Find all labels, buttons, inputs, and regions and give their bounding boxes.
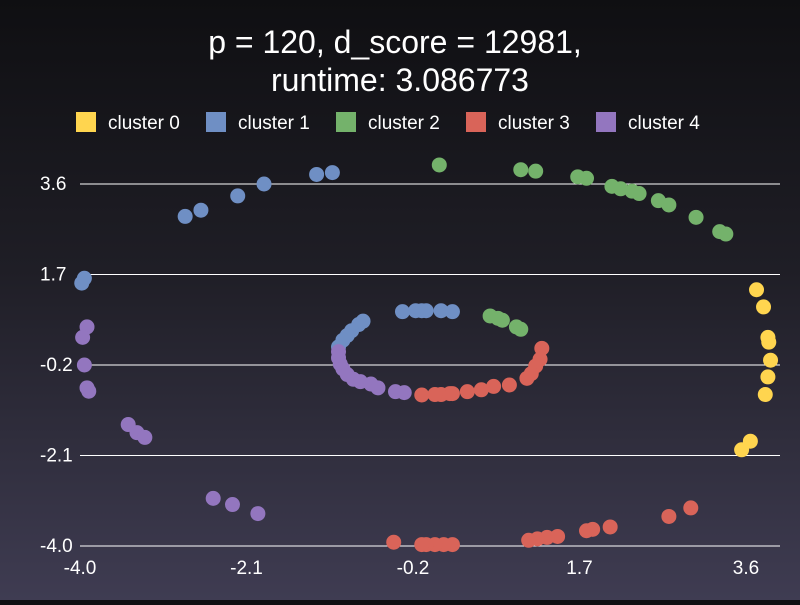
gridlines [80,183,780,547]
point-cluster-4 [205,490,221,506]
point-cluster-3 [521,532,537,548]
y-tick-label: -2.1 [40,446,73,467]
point-cluster-3 [386,534,402,550]
point-cluster-3 [473,382,489,398]
point-cluster-4 [250,506,266,522]
point-cluster-0 [761,334,777,350]
point-cluster-3 [661,508,677,524]
point-cluster-1 [324,165,340,181]
point-cluster-2 [613,181,629,197]
point-cluster-0 [763,352,779,368]
point-cluster-2 [513,162,529,178]
point-cluster-1 [309,166,325,182]
point-cluster-1 [394,304,410,320]
point-cluster-3 [519,370,535,386]
point-cluster-4 [137,429,153,445]
x-axis-ticks: -4.0 -2.1 -0.2 1.7 3.6 [64,558,760,579]
point-cluster-1 [418,303,434,319]
point-cluster-0 [757,387,773,403]
legend-swatch [596,112,616,132]
point-cluster-4 [76,357,92,373]
legend-item: cluster 0 [76,112,180,134]
point-cluster-2 [631,186,647,202]
point-cluster-3 [414,387,430,403]
point-cluster-2 [431,157,447,173]
point-cluster-0 [760,369,776,385]
point-cluster-2 [513,321,529,337]
point-cluster-3 [414,537,430,553]
point-cluster-0 [756,299,772,315]
point-cluster-4 [370,380,386,396]
y-tick-label: 3.6 [40,174,66,195]
point-cluster-2 [718,226,734,242]
point-cluster-2 [661,197,677,213]
y-tick-label: -4.0 [40,536,73,557]
chart-title-line-2: runtime: 3.086773 [271,62,529,98]
x-tick-label: -0.2 [397,558,430,579]
x-tick-label: -4.0 [64,558,97,579]
legend-item: cluster 1 [206,112,310,134]
x-tick-label: 3.6 [733,558,759,579]
legend-label: cluster 2 [368,113,440,134]
point-cluster-1 [433,303,449,319]
point-cluster-4 [75,329,91,345]
point-cluster-3 [486,378,502,394]
x-tick-label: 1.7 [566,558,592,579]
point-cluster-3 [427,387,443,403]
legend-label: cluster 1 [238,113,310,134]
point-cluster-1 [76,270,92,286]
point-cluster-3 [501,377,517,393]
legend-label: cluster 3 [498,113,570,134]
point-cluster-2 [579,170,595,186]
point-cluster-2 [528,163,544,179]
point-cluster-0 [749,282,765,298]
point-cluster-3 [459,384,475,400]
point-cluster-4 [224,497,240,513]
point-cluster-0 [734,442,750,458]
y-tick-label: 1.7 [40,265,66,286]
y-axis-ticks: 3.6 1.7 -0.2 -2.1 -4.0 [40,174,73,557]
point-cluster-1 [256,176,272,192]
legend-item: cluster 4 [596,112,700,134]
point-cluster-1 [230,188,246,204]
point-cluster-2 [688,209,704,225]
legend-swatch [336,112,356,132]
y-tick-label: -0.2 [40,355,73,376]
data-points [74,157,779,553]
point-cluster-4 [81,383,97,399]
legend-label: cluster 4 [628,113,700,134]
point-cluster-3 [444,386,460,402]
legend: cluster 0 cluster 1 cluster 2 cluster 3 clus… [76,112,700,134]
point-cluster-3 [602,519,618,535]
legend-label: cluster 0 [108,113,180,134]
point-cluster-4 [396,385,412,401]
x-tick-label: -2.1 [230,558,263,579]
point-cluster-1 [177,208,193,224]
legend-swatch [76,112,96,132]
chart-title-line-1: p = 120, d_score = 12981, [208,24,582,60]
point-cluster-1 [444,304,460,320]
legend-swatch [466,112,486,132]
point-cluster-3 [683,500,699,516]
point-cluster-2 [494,312,510,328]
point-cluster-3 [579,523,595,539]
legend-item: cluster 2 [336,112,440,134]
legend-swatch [206,112,226,132]
legend-item: cluster 3 [466,112,570,134]
point-cluster-1 [193,202,209,218]
